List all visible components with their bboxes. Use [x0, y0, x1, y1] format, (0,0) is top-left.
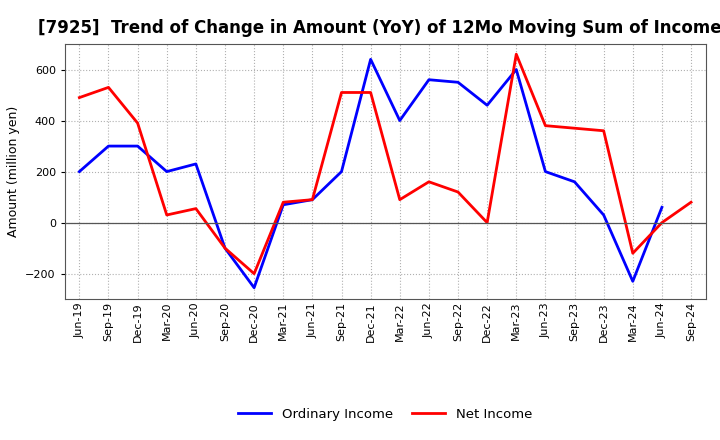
Line: Net Income: Net Income: [79, 54, 691, 274]
Net Income: [75, 95, 84, 100]
Ordinary Income: [220, 246, 229, 251]
Ordinary Income: [657, 205, 666, 210]
Ordinary Income: [599, 213, 608, 218]
Ordinary Income: [512, 67, 521, 72]
Ordinary Income: [133, 143, 142, 149]
Ordinary Income: [454, 80, 462, 85]
Net Income: [104, 85, 113, 90]
Net Income: [395, 197, 404, 202]
Ordinary Income: [163, 169, 171, 174]
Net Income: [250, 271, 258, 276]
Y-axis label: Amount (million yen): Amount (million yen): [6, 106, 19, 237]
Title: [7925]  Trend of Change in Amount (YoY) of 12Mo Moving Sum of Incomes: [7925] Trend of Change in Amount (YoY) o…: [38, 19, 720, 37]
Net Income: [163, 213, 171, 218]
Legend: Ordinary Income, Net Income: Ordinary Income, Net Income: [233, 403, 538, 426]
Net Income: [133, 121, 142, 126]
Ordinary Income: [570, 179, 579, 184]
Net Income: [570, 125, 579, 131]
Net Income: [599, 128, 608, 133]
Net Income: [657, 220, 666, 225]
Ordinary Income: [541, 169, 550, 174]
Ordinary Income: [279, 202, 287, 207]
Ordinary Income: [366, 57, 375, 62]
Net Income: [454, 189, 462, 194]
Ordinary Income: [395, 118, 404, 123]
Net Income: [279, 200, 287, 205]
Line: Ordinary Income: Ordinary Income: [79, 59, 662, 288]
Net Income: [220, 246, 229, 251]
Ordinary Income: [337, 169, 346, 174]
Net Income: [308, 197, 317, 202]
Net Income: [512, 51, 521, 57]
Ordinary Income: [629, 279, 637, 284]
Ordinary Income: [192, 161, 200, 167]
Net Income: [425, 179, 433, 184]
Net Income: [541, 123, 550, 128]
Ordinary Income: [425, 77, 433, 82]
Net Income: [337, 90, 346, 95]
Ordinary Income: [250, 285, 258, 290]
Net Income: [192, 206, 200, 211]
Ordinary Income: [308, 197, 317, 202]
Net Income: [687, 200, 696, 205]
Net Income: [629, 251, 637, 256]
Net Income: [483, 220, 492, 225]
Ordinary Income: [75, 169, 84, 174]
Ordinary Income: [104, 143, 113, 149]
Ordinary Income: [483, 103, 492, 108]
Net Income: [366, 90, 375, 95]
